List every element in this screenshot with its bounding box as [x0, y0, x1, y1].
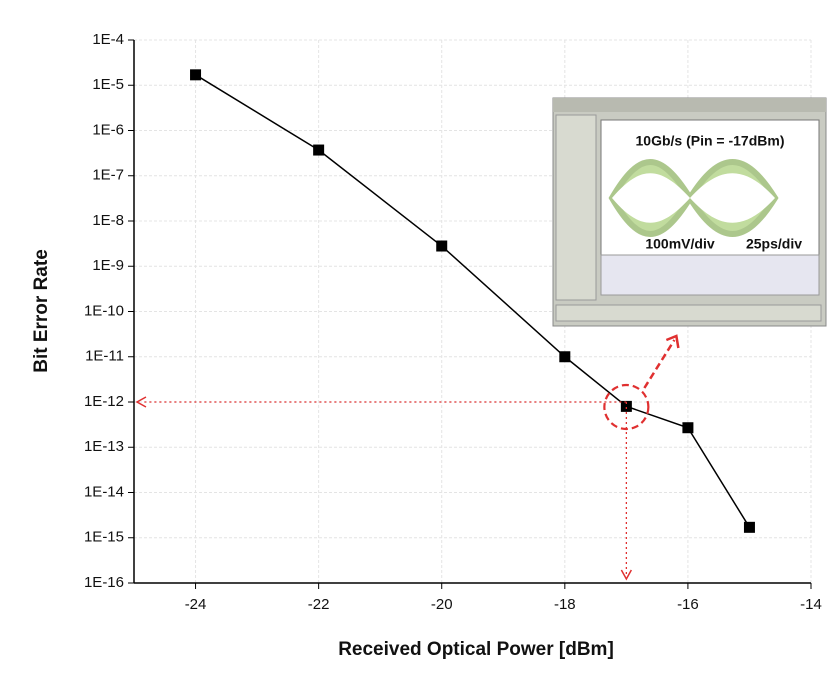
- highlight-arrowhead: [666, 336, 678, 348]
- y-tick-label: 1E-10: [84, 302, 124, 319]
- y-tick-label: 1E-6: [92, 121, 124, 138]
- data-point: [436, 241, 447, 252]
- inset-measurements: [601, 255, 819, 295]
- inset-menubar: [553, 98, 826, 112]
- y-tick-label: 1E-14: [84, 483, 124, 500]
- inset-vertical-scale: 100mV/div: [645, 236, 714, 252]
- y-axis-title: Bit Error Rate: [31, 249, 52, 373]
- x-tick-label: -16: [677, 596, 699, 613]
- x-axis-title: Received Optical Power [dBm]: [338, 639, 614, 660]
- x-tick-label: -20: [431, 596, 453, 613]
- y-tick-label: 1E-12: [84, 393, 124, 410]
- inset-sidebar: [556, 115, 596, 300]
- inset-screenshot: 10Gb/s (Pin = -17dBm) 100mV/div 25ps/div: [553, 98, 826, 326]
- inset-title: 10Gb/s (Pin = -17dBm): [636, 133, 785, 149]
- y-tick-label: 1E-16: [84, 574, 124, 591]
- highlight-arrow: [644, 340, 674, 388]
- x-tick-label: -14: [800, 596, 822, 613]
- x-tick-label: -18: [554, 596, 576, 613]
- y-tick-label: 1E-7: [92, 167, 124, 184]
- guide-arrow-down: [621, 570, 631, 579]
- y-tick-label: 1E-15: [84, 529, 124, 546]
- data-point: [744, 522, 755, 533]
- chart: Received Optical Power [dBm] Bit Error R…: [0, 0, 831, 670]
- y-tick-label: 1E-5: [92, 76, 124, 93]
- data-point: [190, 69, 201, 80]
- data-point: [559, 351, 570, 362]
- y-tick-label: 1E-9: [92, 257, 124, 274]
- x-tick-label: -24: [185, 596, 207, 613]
- inset-statusbar: [556, 305, 821, 321]
- y-tick-label: 1E-4: [92, 31, 124, 48]
- y-tick-label: 1E-8: [92, 212, 124, 229]
- inset-time-scale: 25ps/div: [746, 236, 802, 252]
- y-tick-label: 1E-13: [84, 438, 124, 455]
- y-tick-label: 1E-11: [85, 348, 124, 365]
- x-tick-label: -22: [308, 596, 330, 613]
- data-point: [313, 145, 324, 156]
- data-point: [682, 422, 693, 433]
